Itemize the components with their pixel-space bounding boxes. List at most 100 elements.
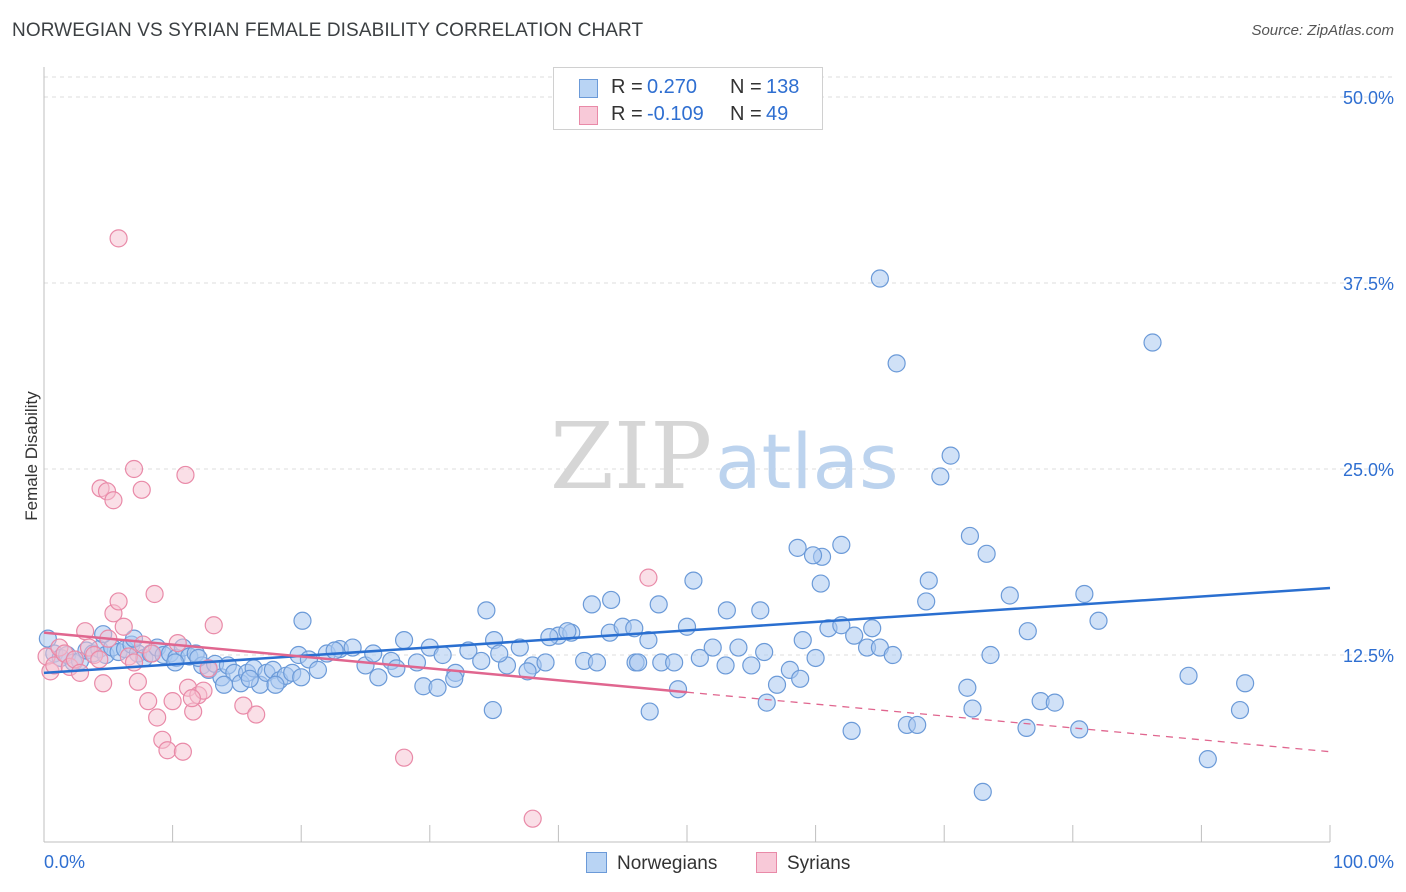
syrian-point: [109, 592, 128, 611]
norwegian-trend-line: [43, 586, 1331, 675]
norwegian-point: [293, 611, 312, 630]
y-tick-labels: 12.5% 25.0% 37.5% 50.0%: [1343, 88, 1394, 666]
norwegian-point: [742, 656, 761, 675]
legend-item-norwegians[interactable]: Norwegians: [586, 852, 717, 875]
syrian-point: [158, 741, 177, 760]
norwegian-point: [394, 631, 414, 650]
r-label: R =: [611, 76, 643, 98]
norwegian-point: [1018, 622, 1037, 641]
norwegian-point: [1230, 700, 1250, 720]
syrian-point: [109, 229, 128, 248]
norwegian-point: [1143, 333, 1162, 352]
gridlines: [44, 76, 1394, 656]
norwegian-point: [908, 715, 927, 735]
legend-item-syrians[interactable]: Syrians: [756, 852, 850, 875]
norwegian-point: [387, 659, 406, 678]
r-value-syrians: -0.109: [647, 103, 704, 125]
norwegian-point: [364, 644, 383, 663]
y-tick-label: 12.5%: [1343, 646, 1394, 666]
norwegian-point: [587, 653, 607, 672]
correlation-stats-box: R = 0.270 N = 138 R = -0.109 N = 49: [553, 67, 823, 130]
y-tick-label: 25.0%: [1343, 460, 1394, 480]
norwegian-point: [325, 641, 344, 660]
syrian-point: [173, 742, 192, 761]
norwegian-point: [842, 721, 861, 740]
syrian-swatch: [579, 106, 598, 125]
norwegian-point: [729, 638, 748, 657]
syrian-point: [148, 708, 167, 727]
syrian-point: [176, 465, 195, 485]
norwegian-point: [767, 675, 787, 694]
legend-label-syrians: Syrians: [787, 853, 851, 874]
syrian-point: [199, 659, 218, 678]
norwegian-point: [668, 680, 688, 699]
norwegian-point: [602, 590, 621, 610]
norwegian-point: [757, 693, 776, 712]
norwegian-point: [1000, 586, 1019, 605]
norwegian-point: [960, 526, 980, 546]
x-tick-label-max: 100.0%: [1332, 852, 1394, 872]
norwegian-point: [214, 675, 234, 694]
norwegian-point: [518, 662, 537, 681]
y-axis-label: Female Disability: [22, 391, 41, 521]
norwegian-point: [490, 644, 509, 663]
syrian-point: [523, 809, 542, 828]
watermark-atlas: atlas: [715, 417, 899, 506]
norwegian-point: [883, 645, 902, 665]
y-tick-label: 50.0%: [1343, 88, 1394, 108]
norwegian-point: [292, 668, 311, 687]
syrian-trend-line-extension: [686, 691, 1331, 753]
norwegian-point: [832, 535, 851, 554]
norwegian-point: [240, 669, 259, 688]
watermark-zip: ZIP: [550, 403, 712, 510]
norwegian-point: [751, 601, 770, 620]
n-value-norwegians: 138: [766, 76, 800, 98]
norwegian-point: [558, 622, 577, 641]
norwegian-point: [540, 628, 559, 647]
norwegian-point: [428, 678, 447, 697]
norwegian-point: [445, 669, 464, 688]
norwegian-point: [1045, 693, 1064, 712]
norwegian-point: [806, 648, 825, 668]
norwegian-point: [788, 538, 807, 557]
norwegian-point: [977, 544, 996, 563]
stat-row-norwegians: R = 0.270 N = 138: [554, 76, 822, 100]
norwegian-point: [958, 678, 977, 697]
syrian-point: [247, 705, 266, 724]
legend-label-norwegians: Norwegians: [617, 853, 718, 874]
n-value-syrians: 49: [766, 103, 789, 125]
y-tick-label: 37.5%: [1343, 274, 1394, 294]
norwegian-point: [919, 571, 938, 590]
syrian-point: [70, 663, 90, 682]
syrian-point: [394, 748, 414, 767]
syrian-point: [114, 617, 133, 636]
norwegian-point: [1179, 666, 1198, 685]
r-value-norwegians: 0.270: [647, 76, 698, 98]
norwegian-point: [811, 574, 830, 593]
norwegian-point: [308, 660, 328, 679]
norwegian-legend-swatch: [586, 852, 607, 873]
syrian-point: [124, 459, 144, 479]
norwegian-point: [791, 669, 810, 688]
norwegian-point: [665, 653, 684, 672]
norwegian-point: [690, 648, 709, 668]
syrian-point: [139, 692, 158, 711]
syrian-trend-line: [43, 631, 688, 694]
norwegian-point: [639, 631, 658, 650]
stat-row-syrians: R = -0.109 N = 49: [554, 103, 822, 127]
norwegian-point: [803, 546, 823, 565]
trend-lines: [43, 586, 1331, 753]
norwegian-point: [963, 699, 982, 718]
syrian-point: [182, 689, 201, 708]
syrian-legend-swatch: [756, 852, 777, 873]
syrian-point: [142, 644, 162, 663]
axes: [43, 67, 1331, 843]
syrian-point: [204, 616, 223, 635]
norwegian-point: [931, 467, 950, 486]
norwegian-point: [536, 653, 555, 672]
source-credit: Source: ZipAtlas.com: [1251, 22, 1394, 39]
watermark: ZIP atlas: [550, 403, 899, 510]
norwegian-point: [941, 446, 960, 465]
norwegian-point: [755, 642, 774, 662]
